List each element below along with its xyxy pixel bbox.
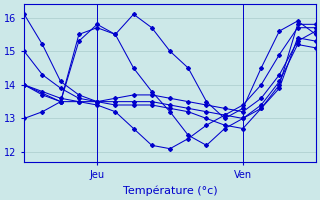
X-axis label: Température (°c): Température (°c) [123,185,217,196]
